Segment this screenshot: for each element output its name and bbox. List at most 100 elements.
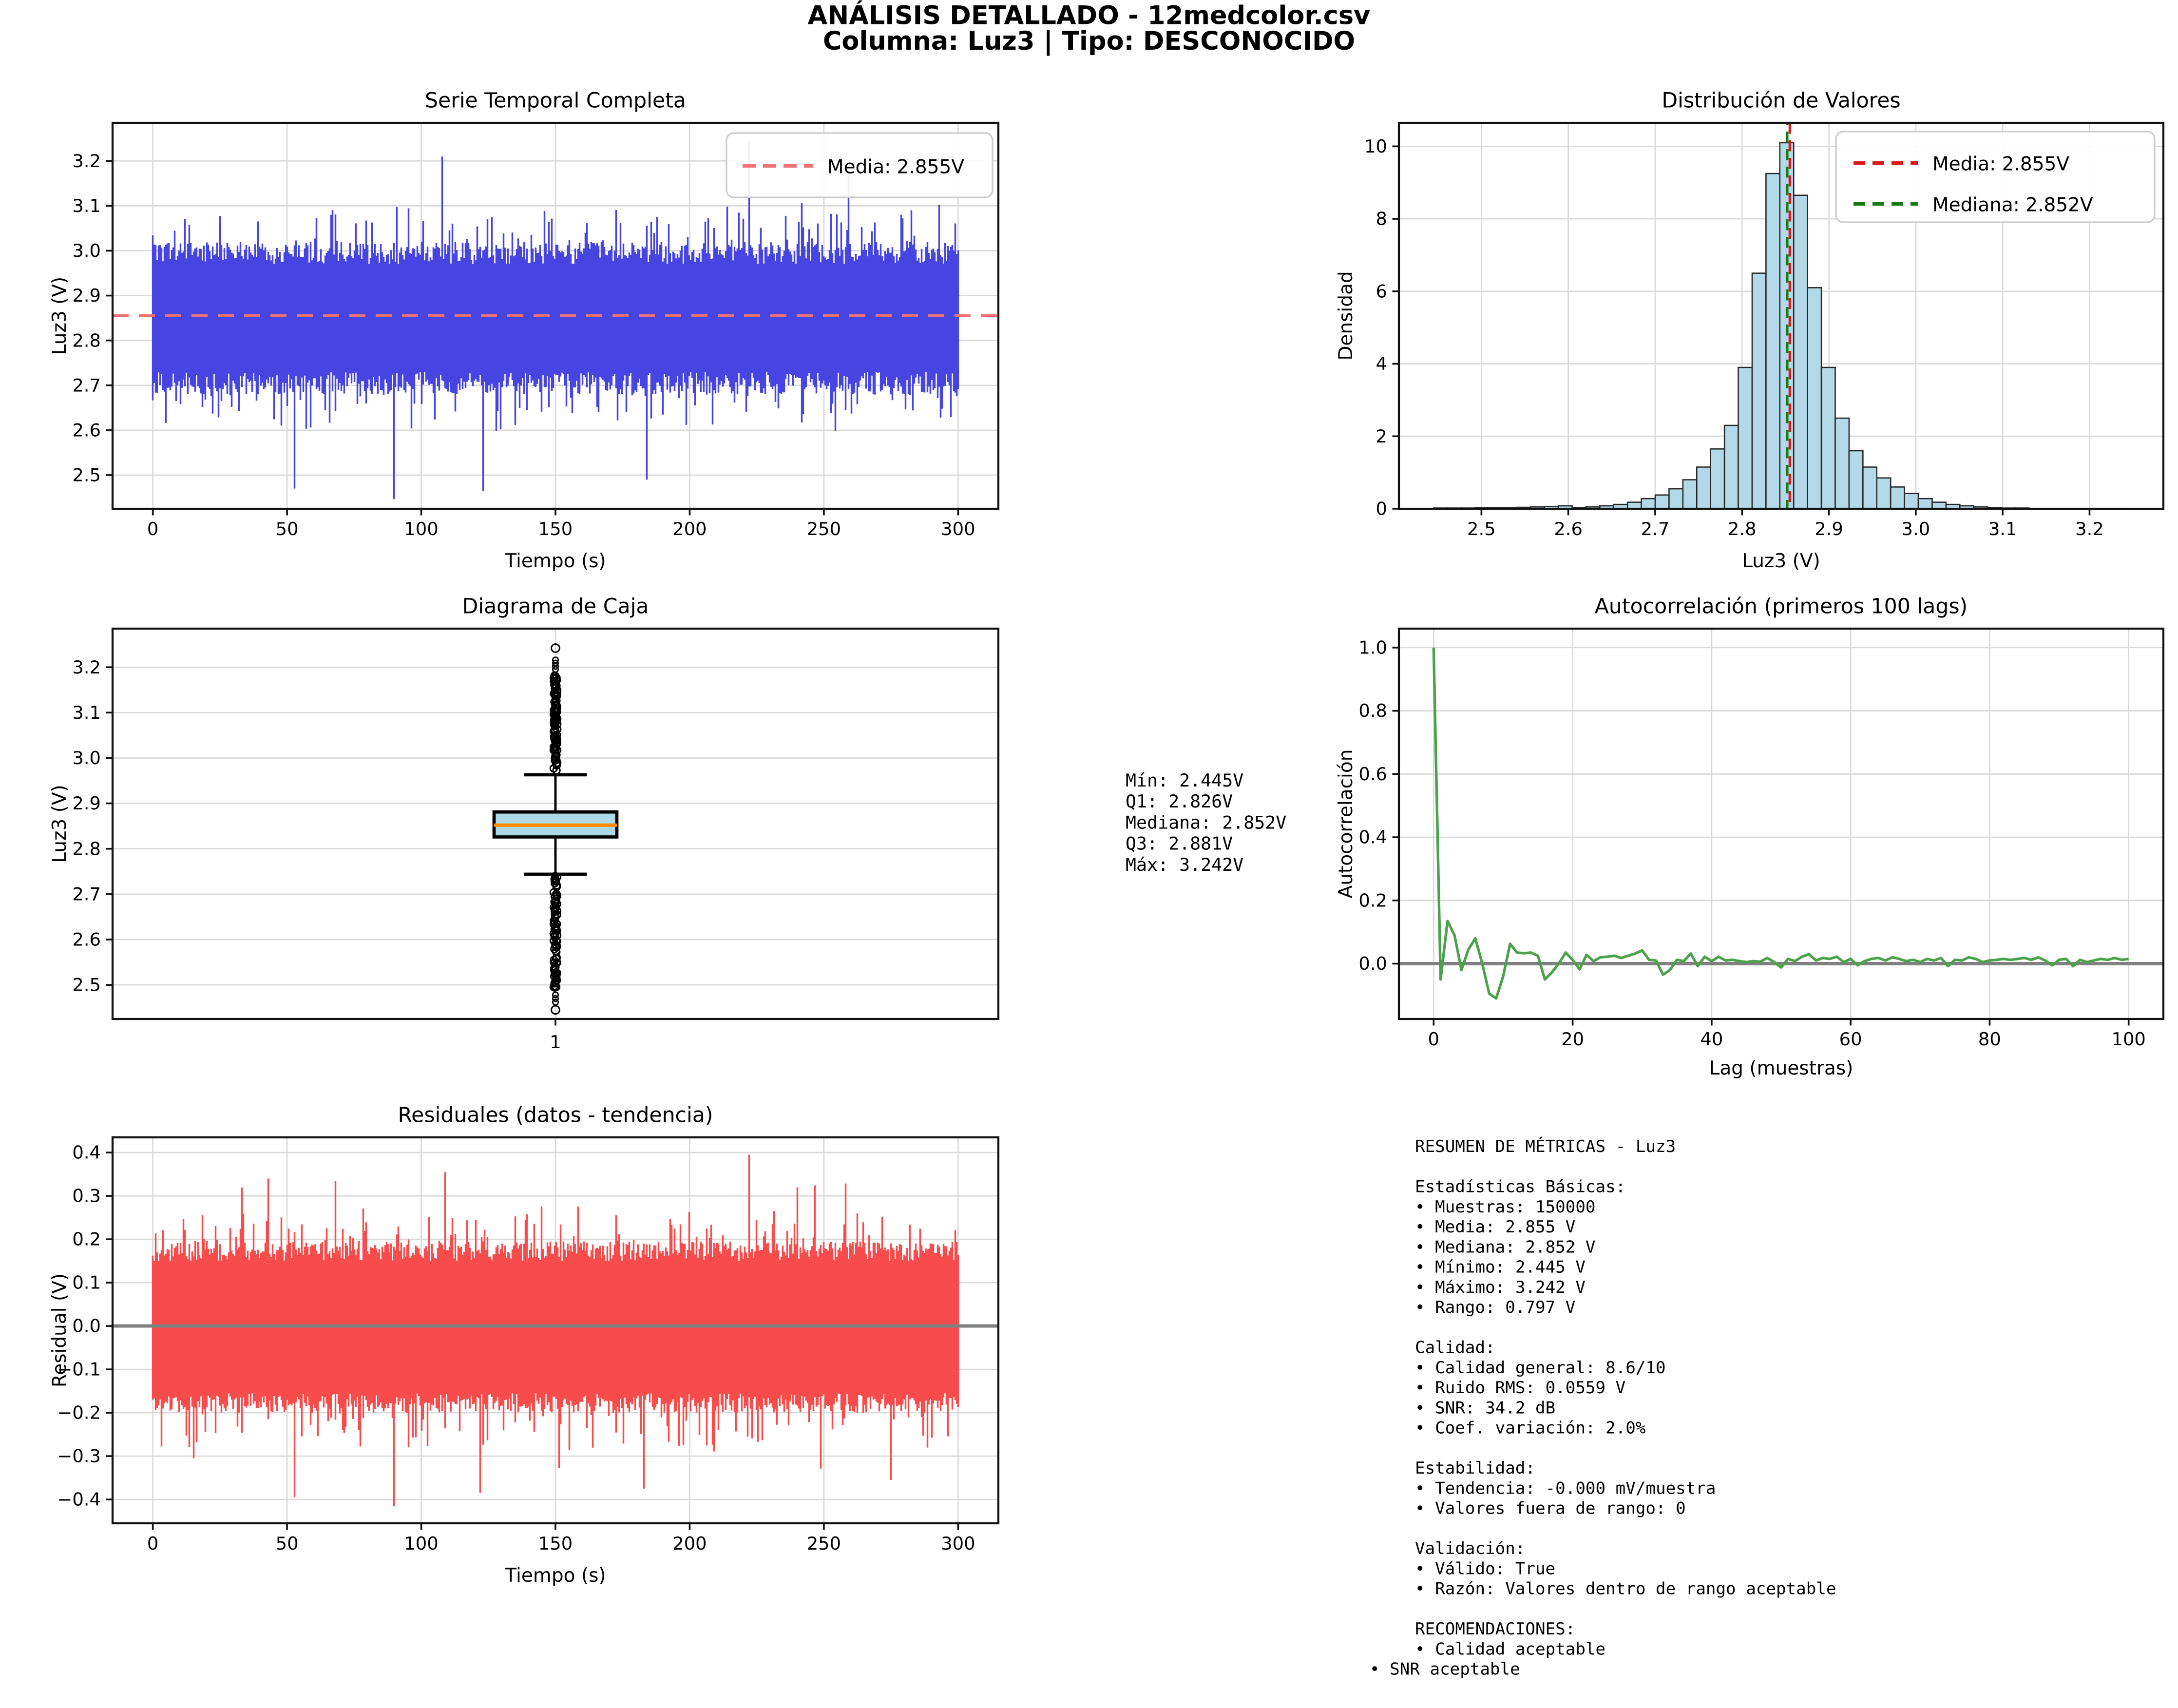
y-tick-label: 0.4 [1358, 827, 1387, 848]
outliers [549, 643, 562, 1015]
histogram-bar [1890, 486, 1905, 510]
histogram-bar [1848, 450, 1864, 510]
figure-title-line2: Columna: Luz3 | Tipo: DESCONOCIDO [823, 26, 1355, 56]
x-tick-label: 2.6 [1554, 518, 1583, 539]
metrics-line: • Tendencia: -0.000 mV/muestra [1415, 1478, 1716, 1498]
outlier-point [552, 681, 561, 691]
autocorrelation-title: Autocorrelación (primeros 100 lags) [1595, 595, 1968, 619]
histogram-xlabel: Luz3 (V) [1742, 550, 1820, 572]
y-tick-label: 0.1 [72, 1272, 101, 1293]
y-tick-label: 3.2 [72, 151, 101, 172]
x-tick-label: 2.9 [1815, 518, 1843, 539]
residuals-title: Residuales (datos - tendencia) [398, 1103, 713, 1128]
y-tick-label: 2.6 [72, 420, 101, 441]
histogram-bar [1682, 479, 1698, 510]
outlier-point [550, 720, 558, 729]
y-tick-label: 0.2 [72, 1229, 101, 1250]
metrics-line: RESUMEN DE MÉTRICAS - Luz3 [1415, 1136, 1676, 1156]
x-tick-label: 50 [276, 1533, 299, 1554]
boxplot-xtick-label: 1 [550, 1032, 561, 1053]
x-tick-label: 300 [941, 1533, 975, 1554]
residuals-plot-area: 0 50 100 150 200 250 300 −0.4 −0.3 −0.2 −0.1 0.0 0.1… [57, 1136, 1000, 1554]
histogram-ylabel: Densidad [1335, 271, 1357, 360]
autocorrelation-ylabel: Autocorrelación [1335, 749, 1357, 899]
x-tick-label: 250 [807, 1533, 841, 1554]
x-tick-label: 40 [1700, 1029, 1723, 1050]
timeseries-legend-label: Media: 2.855V [827, 156, 964, 178]
boxplot-stats-line: Mediana: 2.852V [1126, 812, 1286, 833]
autocorrelation-plot-area: 0 20 40 60 80 100 0.0 0.2 0.4 0.6 0.8 1.0 [1358, 627, 2165, 1050]
histogram-bar [1862, 466, 1878, 510]
outlier-point [550, 958, 559, 967]
histogram-bar [1723, 424, 1739, 510]
tick-marks-and-labels: 0 50 100 150 200 250 300 −0.4 −0.3 −0.2 −0.1 0.0 0.1… [57, 1142, 975, 1554]
y-tick-label: −0.1 [57, 1359, 101, 1380]
x-tick-label: 100 [404, 1533, 438, 1554]
y-tick-label: 2 [1376, 426, 1387, 447]
metrics-line: Validación: [1415, 1539, 1525, 1558]
tick-marks-and-labels: 0 20 40 60 80 100 0.0 0.2 0.4 0.6 0.8 1.0 [1358, 637, 2146, 1050]
timeseries-legend [726, 132, 993, 198]
metrics-line: Estadísticas Básicas: [1415, 1177, 1625, 1197]
y-tick-label: 1.0 [1358, 637, 1387, 658]
outlier-point [553, 931, 562, 940]
histogram-bar [1765, 173, 1781, 510]
outlier-point [550, 907, 559, 916]
histogram-bar [1654, 494, 1670, 510]
outlier-point [552, 666, 559, 673]
y-tick-label: 0.4 [72, 1142, 101, 1163]
x-tick-label: 0 [147, 1533, 158, 1554]
y-tick-label: 8 [1376, 209, 1387, 230]
timeseries-ylabel: Luz3 (V) [49, 277, 71, 355]
metrics-line: • Calidad general: 8.6/10 [1415, 1358, 1666, 1378]
axes-spines [1397, 121, 2165, 510]
metrics-line: • SNR: 34.2 dB [1415, 1398, 1555, 1418]
x-tick-label: 100 [2111, 1029, 2145, 1050]
timeseries-plot: 0 50 100 150 200 250 300 2.5 2.6 2.7 2.8 2.9 3.0 3.1 3… [49, 89, 1000, 572]
boxplot-plot-area: 2.5 2.6 2.7 2.8 2.9 3.0 3.1 3.2 [72, 627, 1000, 1026]
y-tick-label: 0.3 [72, 1186, 101, 1207]
x-tick-label: 150 [538, 518, 573, 539]
histogram-plot-area: 2.5 2.6 2.7 2.8 2.9 3.0 3.1 3.2 0 2 4 6 8 10 [1364, 121, 2165, 539]
x-tick-label: 0 [147, 518, 158, 539]
histogram-bar [1751, 272, 1767, 510]
metrics-line: RECOMENDACIONES: [1415, 1619, 1575, 1639]
gridlines [1399, 629, 2163, 1019]
x-tick-label: 3.2 [2075, 518, 2104, 539]
histogram-bar [1641, 498, 1656, 510]
histogram-bar [1710, 448, 1725, 510]
boxplot-stats-line: Mín: 2.445V [1126, 770, 1243, 791]
y-tick-label: 0 [1376, 499, 1387, 519]
residuals-plot: 0 50 100 150 200 250 300 −0.4 −0.3 −0.2 −0.1 0.0 0.1… [49, 1103, 1000, 1587]
x-tick-label: 80 [1978, 1029, 2001, 1050]
metrics-line: • Máximo: 3.242 V [1415, 1278, 1586, 1297]
x-tick-label: 2.5 [1467, 518, 1496, 539]
x-tick-label: 20 [1561, 1029, 1584, 1050]
y-tick-label: 2.8 [72, 838, 101, 859]
outlier-point [552, 659, 559, 667]
y-tick-label: 3.1 [72, 702, 101, 723]
metrics-line: • Rango: 0.797 V [1415, 1298, 1575, 1317]
histogram-bar [1668, 488, 1684, 510]
y-tick-label: 2.6 [72, 929, 101, 950]
y-tick-label: 2.7 [72, 883, 101, 904]
x-tick-label: 2.8 [1728, 518, 1757, 539]
metrics-line: • Calidad aceptable [1415, 1639, 1605, 1659]
metrics-summary-text: RESUMEN DE MÉTRICAS - Luz3 Estadísticas B… [1370, 1136, 1836, 1679]
x-tick-label: 2.7 [1641, 518, 1670, 539]
outlier-point [552, 991, 559, 998]
x-tick-label: 250 [807, 518, 841, 539]
timeseries-title: Serie Temporal Completa [425, 89, 686, 113]
y-tick-label: 2.5 [72, 975, 101, 996]
y-tick-label: 0.6 [1358, 764, 1387, 785]
outlier-point [551, 643, 560, 653]
metrics-line: Calidad: [1415, 1338, 1495, 1358]
y-tick-label: 6 [1376, 281, 1387, 302]
y-tick-label: 3.0 [72, 748, 101, 768]
y-tick-label: 2.8 [72, 330, 101, 351]
outlier-point [551, 879, 559, 888]
outlier-point [552, 750, 561, 759]
histogram-legend-mean-label: Media: 2.855V [1932, 154, 2069, 175]
